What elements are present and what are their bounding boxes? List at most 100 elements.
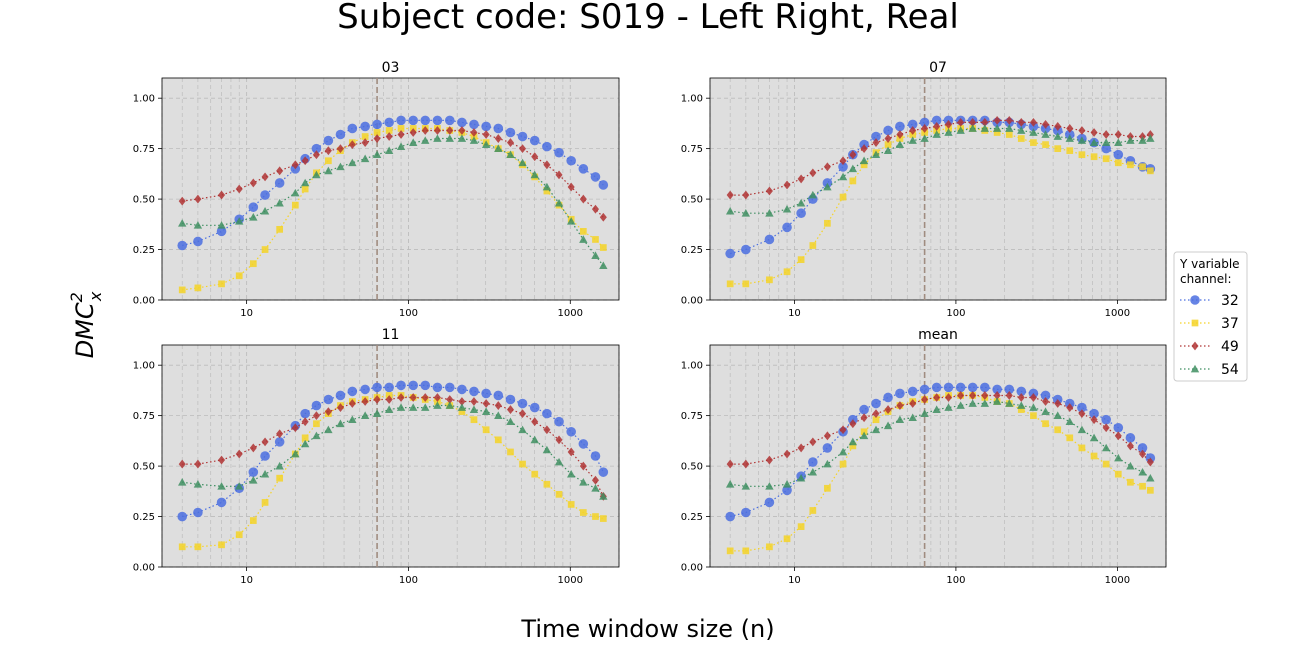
- x-tick-label: 10: [788, 575, 801, 586]
- data-point: [1146, 167, 1154, 175]
- y-tick-label: 1.00: [133, 361, 155, 372]
- legend-items: 32 37 49 54: [1180, 293, 1239, 378]
- series-54: [178, 134, 608, 270]
- data-point: [1139, 482, 1146, 490]
- data-point: [859, 431, 869, 440]
- data-point: [300, 408, 310, 419]
- data-point: [566, 155, 576, 166]
- data-point: [1113, 422, 1124, 433]
- data-point: [766, 543, 773, 551]
- legend-title-line1: Y variable: [1179, 257, 1240, 271]
- data-point: [217, 221, 226, 229]
- data-point: [871, 398, 881, 409]
- data-point: [445, 401, 454, 409]
- data-point: [796, 474, 806, 482]
- data-point: [517, 398, 528, 409]
- data-point: [1066, 403, 1074, 412]
- data-point: [505, 394, 516, 405]
- x-tick-label: 1000: [1105, 308, 1130, 319]
- data-point: [193, 236, 203, 247]
- data-point: [824, 484, 831, 492]
- data-point: [726, 459, 734, 469]
- data-point: [741, 244, 751, 255]
- data-point: [579, 228, 587, 235]
- data-point: [396, 115, 406, 126]
- data-point: [1138, 449, 1147, 459]
- data-point: [361, 138, 369, 147]
- data-point: [980, 382, 990, 393]
- data-point: [1139, 163, 1146, 171]
- data-point: [543, 160, 551, 170]
- data-point: [919, 384, 930, 395]
- data-point: [932, 405, 941, 413]
- panel-11: 0.00 0.25 0.50 0.75 1.00 10 100 1000 11: [133, 327, 620, 586]
- data-point: [742, 547, 750, 555]
- data-point: [1101, 443, 1111, 452]
- data-point: [178, 543, 186, 551]
- data-point: [506, 405, 515, 414]
- data-point: [579, 461, 587, 471]
- data-point: [446, 126, 454, 135]
- y-axis-label: DMC2x: [67, 291, 105, 358]
- plot-area: [710, 345, 1166, 567]
- data-point: [519, 460, 526, 468]
- data-point: [529, 135, 540, 146]
- data-point: [765, 209, 774, 217]
- data-point: [783, 535, 791, 543]
- data-point: [782, 485, 792, 496]
- data-point: [542, 445, 552, 454]
- data-point: [470, 397, 478, 406]
- plot-area: [162, 78, 619, 300]
- data-point: [177, 511, 188, 522]
- data-point: [1125, 433, 1136, 443]
- data-point: [896, 130, 904, 139]
- data-point: [1114, 159, 1122, 167]
- data-point: [590, 451, 601, 461]
- y-tick-label: 0.25: [133, 512, 155, 523]
- data-point: [518, 158, 527, 167]
- data-point: [249, 260, 257, 268]
- data-point: [895, 388, 905, 399]
- data-point: [823, 182, 832, 191]
- data-point: [554, 457, 564, 466]
- data-point: [955, 382, 966, 393]
- data-point: [993, 391, 1001, 400]
- data-point: [1065, 417, 1074, 426]
- data-point: [1127, 478, 1134, 486]
- data-point: [421, 393, 429, 402]
- data-point: [409, 138, 418, 146]
- data-point: [592, 513, 599, 520]
- data-point: [235, 449, 243, 459]
- panel-title: 07: [929, 60, 947, 76]
- data-point: [360, 154, 370, 163]
- data-point: [598, 180, 609, 190]
- data-point: [530, 170, 539, 179]
- data-point: [373, 134, 381, 143]
- data-point: [260, 207, 270, 215]
- data-point: [871, 131, 881, 142]
- data-point: [543, 480, 551, 488]
- data-point: [956, 401, 965, 409]
- data-point: [506, 138, 515, 147]
- data-point: [312, 411, 320, 421]
- data-point: [446, 395, 454, 404]
- x-tick-label: 10: [240, 308, 253, 319]
- data-point: [895, 415, 905, 424]
- data-point: [725, 480, 735, 488]
- data-point: [579, 194, 587, 204]
- data-point: [543, 425, 551, 435]
- data-point: [517, 131, 528, 142]
- data-point: [178, 219, 187, 227]
- data-point: [361, 133, 369, 140]
- data-point: [1066, 434, 1074, 442]
- data-point: [260, 190, 270, 200]
- data-point: [235, 531, 243, 539]
- data-point: [968, 399, 977, 407]
- data-point: [1102, 423, 1110, 433]
- data-point: [1054, 122, 1062, 131]
- chart-title: Subject code: S019 - Left Right, Real: [337, 0, 959, 37]
- series-49: [726, 115, 1154, 200]
- data-point: [372, 119, 382, 130]
- data-point: [566, 217, 576, 225]
- legend-title-line2: channel:: [1180, 272, 1232, 286]
